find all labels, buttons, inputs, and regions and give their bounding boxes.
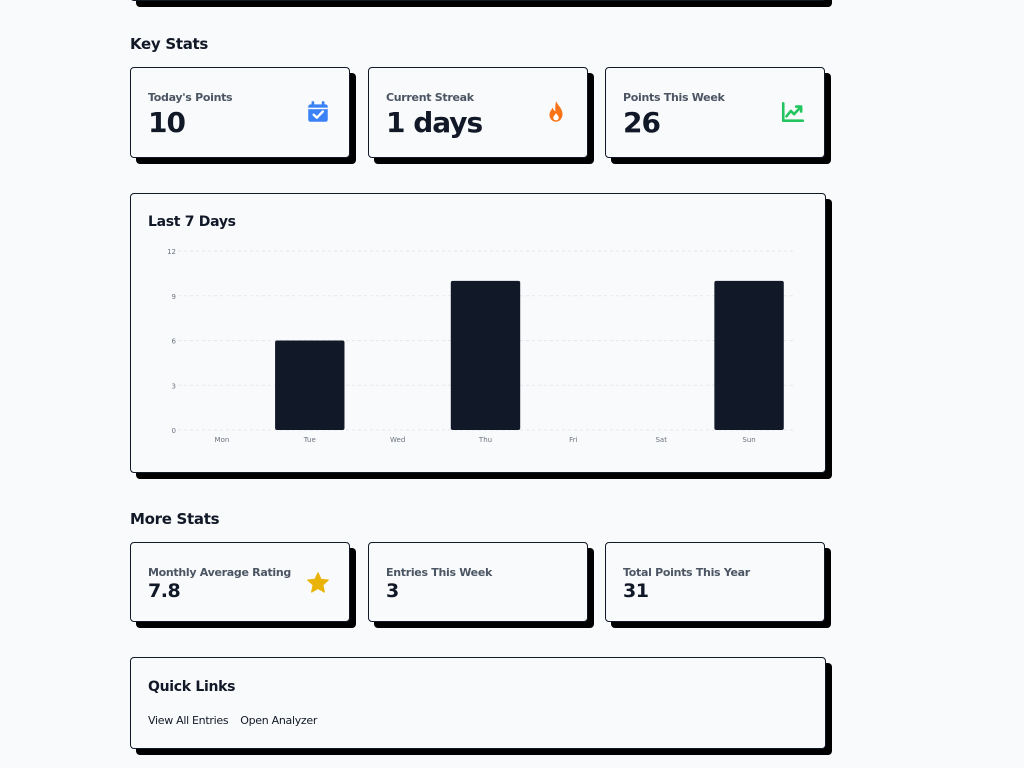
stat-label: Today's Points	[148, 91, 233, 104]
todays-points-card: Today's Points 10	[130, 67, 350, 158]
stat-value: 1 days	[386, 106, 483, 139]
view-all-entries-link[interactable]: View All Entries	[148, 714, 229, 727]
x-tick-label: Fri	[569, 436, 577, 444]
quick-links-list: View All Entries Open Analyzer	[148, 714, 317, 727]
open-analyzer-link[interactable]: Open Analyzer	[240, 714, 318, 727]
current-streak-card: Current Streak 1 days	[368, 67, 588, 158]
bar-chart: 0 3 6 9 12 Mon Tue Wed Thu Fri Sat Sun	[167, 248, 793, 444]
entries-this-week-card: Entries This Week 3	[368, 542, 588, 622]
x-tick-label: Mon	[215, 436, 230, 444]
calendar-check-icon	[308, 101, 328, 122]
key-stats-heading: Key Stats	[130, 35, 209, 53]
x-tick-label: Sat	[655, 436, 667, 444]
stat-value: 31	[623, 580, 649, 602]
total-points-this-year-card: Total Points This Year 31	[605, 542, 825, 622]
monthly-average-rating-card: Monthly Average Rating 7.8	[130, 542, 350, 622]
last-7-days-chart-card: Last 7 Days 0 3 6 9 12 Mon Tue Wed Thu Fri Sat Sun	[130, 193, 826, 473]
stat-label: Monthly Average Rating	[148, 566, 291, 579]
stat-label: Current Streak	[386, 91, 474, 104]
x-tick-label: Thu	[478, 436, 492, 444]
bar-thu	[450, 280, 521, 430]
x-tick-label: Tue	[303, 436, 316, 444]
bar-sun	[714, 280, 784, 430]
quick-links-card: Quick Links View All Entries Open Analyz…	[130, 657, 826, 749]
stat-value: 7.8	[148, 580, 181, 602]
y-tick-label: 3	[172, 382, 176, 390]
stat-label: Entries This Week	[386, 566, 492, 579]
quick-links-title: Quick Links	[148, 679, 236, 695]
star-icon	[307, 572, 329, 593]
stat-value: 3	[386, 580, 399, 602]
fire-icon	[549, 101, 563, 122]
previous-card	[130, 0, 826, 1]
y-tick-label: 12	[167, 248, 176, 256]
x-tick-label: Sun	[742, 436, 755, 444]
stat-value: 26	[623, 106, 661, 139]
stat-label: Points This Week	[623, 91, 725, 104]
points-this-week-card: Points This Week 26	[605, 67, 825, 158]
stat-label: Total Points This Year	[623, 566, 750, 579]
bar-tue	[275, 340, 345, 430]
chart-title: Last 7 Days	[148, 214, 236, 230]
x-tick-label: Wed	[390, 436, 405, 444]
y-tick-label: 0	[172, 427, 176, 435]
trending-up-icon	[781, 102, 805, 122]
more-stats-heading: More Stats	[130, 510, 220, 528]
y-tick-label: 9	[172, 293, 176, 301]
y-tick-label: 6	[172, 338, 177, 346]
stat-value: 10	[148, 106, 186, 139]
